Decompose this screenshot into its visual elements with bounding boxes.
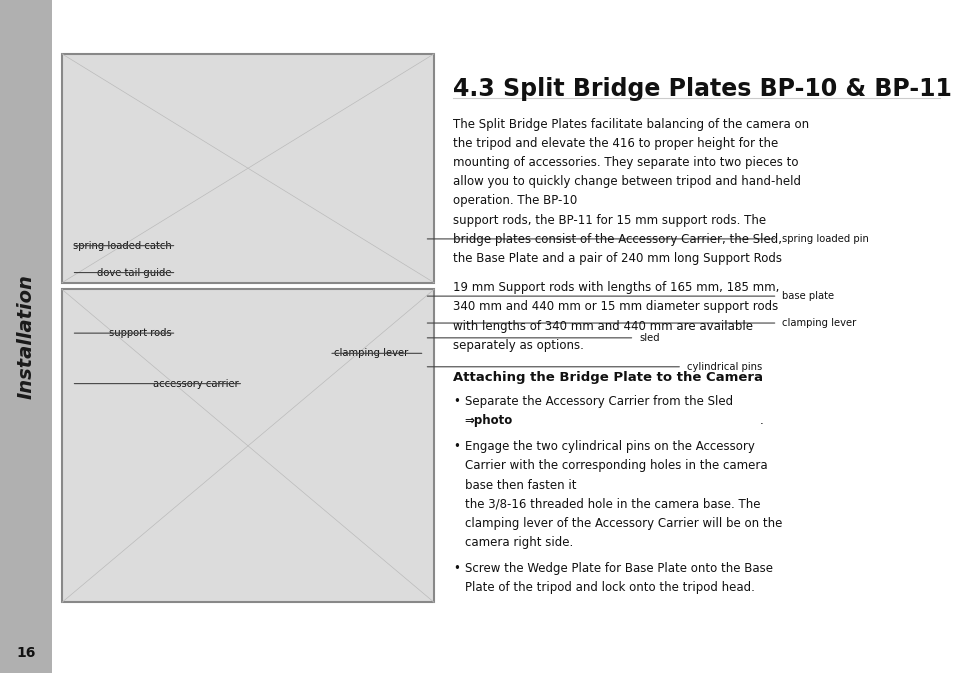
Text: 16: 16 xyxy=(16,646,36,660)
Bar xyxy=(62,54,434,283)
Text: Plate of the tripod and lock onto the tripod head.: Plate of the tripod and lock onto the tr… xyxy=(464,581,754,594)
Text: Carrier with the corresponding holes in the camera: Carrier with the corresponding holes in … xyxy=(464,459,766,472)
Text: The Split Bridge Plates facilitate balancing of the camera on: The Split Bridge Plates facilitate balan… xyxy=(453,118,808,131)
Text: cylindrical pins: cylindrical pins xyxy=(686,362,761,371)
Text: clamping lever of the Accessory Carrier will be on the: clamping lever of the Accessory Carrier … xyxy=(464,517,781,530)
Text: the tripod and elevate the 416 to proper height for the: the tripod and elevate the 416 to proper… xyxy=(453,137,778,150)
Text: operation. The BP-10: operation. The BP-10 xyxy=(453,194,580,207)
Text: Installation: Installation xyxy=(17,274,35,399)
Text: Engage the two cylindrical pins on the Accessory: Engage the two cylindrical pins on the A… xyxy=(464,440,754,453)
Text: •: • xyxy=(453,562,459,575)
Text: spring loaded pin: spring loaded pin xyxy=(781,234,868,244)
Text: support rods: support rods xyxy=(109,328,172,338)
Text: base plate: base plate xyxy=(781,291,834,301)
Text: with lengths of 340 mm and 440 mm are available: with lengths of 340 mm and 440 mm are av… xyxy=(453,320,752,332)
Text: accessory carrier: accessory carrier xyxy=(152,379,238,388)
Bar xyxy=(0,0,52,673)
Text: Screw the Wedge Plate for Base Plate onto the Base: Screw the Wedge Plate for Base Plate ont… xyxy=(464,562,772,575)
Text: Attaching the Bridge Plate to the Camera: Attaching the Bridge Plate to the Camera xyxy=(453,371,762,384)
Text: allow you to quickly change between tripod and hand-held: allow you to quickly change between trip… xyxy=(453,175,801,188)
Text: the 3/8-16 threaded hole in the camera base. The: the 3/8-16 threaded hole in the camera b… xyxy=(464,498,760,511)
Text: clamping lever: clamping lever xyxy=(334,349,408,358)
Text: separately as options.: separately as options. xyxy=(453,339,583,352)
Text: mounting of accessories. They separate into two pieces to: mounting of accessories. They separate i… xyxy=(453,156,798,169)
Text: base then fasten it: base then fasten it xyxy=(464,479,579,491)
Bar xyxy=(62,289,434,602)
Text: ⇒photo: ⇒photo xyxy=(464,414,513,427)
Text: 4.3 Split Bridge Plates BP-10 & BP-11: 4.3 Split Bridge Plates BP-10 & BP-11 xyxy=(453,77,951,102)
Text: spring loaded catch: spring loaded catch xyxy=(72,241,172,250)
Text: •: • xyxy=(453,440,459,453)
Text: .: . xyxy=(759,414,762,427)
Text: •: • xyxy=(453,395,459,408)
Text: camera right side.: camera right side. xyxy=(464,536,572,549)
Text: sled: sled xyxy=(639,333,659,343)
Text: bridge plates consist of the Accessory Carrier, the Sled,: bridge plates consist of the Accessory C… xyxy=(453,233,781,246)
Text: Separate the Accessory Carrier from the Sled: Separate the Accessory Carrier from the … xyxy=(464,395,732,408)
Text: clamping lever: clamping lever xyxy=(781,318,856,328)
Text: 19 mm Support rods with lengths of 165 mm, 185 mm,: 19 mm Support rods with lengths of 165 m… xyxy=(453,281,779,294)
Text: dove tail guide: dove tail guide xyxy=(97,268,172,277)
Text: support rods, the BP-11 for 15 mm support rods. The: support rods, the BP-11 for 15 mm suppor… xyxy=(453,214,765,227)
Text: 340 mm and 440 mm or 15 mm diameter support rods: 340 mm and 440 mm or 15 mm diameter supp… xyxy=(453,300,778,314)
Text: the Base Plate and a pair of 240 mm long Support Rods: the Base Plate and a pair of 240 mm long… xyxy=(453,252,781,265)
